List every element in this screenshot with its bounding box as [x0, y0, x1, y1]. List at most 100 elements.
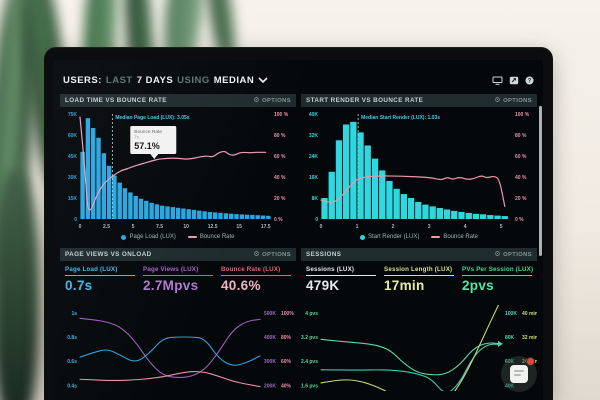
start-render-chart[interactable]: 40K 32K 24K 16K 8K 0 100 % 80 % 60 % 40 % 20 % 0 % 0…	[301, 107, 537, 231]
help-icon[interactable]: ?	[525, 76, 534, 85]
metric-label: Sessions (LUX)	[306, 266, 376, 276]
svg-text:7.5: 7.5	[156, 224, 163, 230]
laptop: USERS: LAST 7 DAYS USING MEDIAN	[44, 47, 553, 400]
svg-text:3: 3	[428, 224, 431, 230]
panel-title: PAGE VIEWS VS ONLOAD	[65, 251, 152, 258]
svg-text:0 %: 0 %	[274, 217, 283, 223]
filter-part: USING	[177, 74, 210, 86]
svg-text:45K: 45K	[68, 154, 78, 160]
scrollbar[interactable]	[539, 106, 542, 256]
svg-text:0: 0	[79, 224, 82, 230]
svg-text:1.6 pvs: 1.6 pvs	[301, 383, 318, 389]
chart-legend: Page Load (LUX) Bounce Rate	[60, 231, 296, 243]
svg-text:1: 1	[356, 224, 359, 230]
share-icon[interactable]	[509, 76, 519, 85]
svg-text:100K: 100K	[505, 311, 517, 317]
svg-text:80K: 80K	[505, 335, 515, 341]
panel-load-time: LOAD TIME VS BOUNCE RATE ⚙ OPTIONS 75K 60…	[60, 94, 296, 243]
svg-text:20 %: 20 %	[274, 196, 286, 202]
metrics-row: Sessions (LUX) 479K Session Length (LUX)…	[301, 261, 537, 305]
metric-page-views: Page Views (LUX) 2.7Mpvs	[143, 266, 213, 302]
load-time-chart[interactable]: 75K 60K 45K 30K 15K 0 100 % 80 % 60 % 40 % 20 % 0 %…	[60, 107, 296, 231]
metric-label: Session Length (LUX)	[384, 266, 454, 276]
svg-text:40K: 40K	[309, 112, 319, 118]
sessions-trend-chart[interactable]: 4 pvs 100K 40 min 3.2 pvs 80K 32 min 2.4 pvs 60…	[301, 305, 537, 391]
svg-text:75K: 75K	[68, 112, 78, 118]
gear-icon: ⚙	[253, 251, 261, 258]
svg-text:40 min: 40 min	[522, 311, 537, 317]
svg-text:?: ?	[528, 78, 532, 84]
panel-grid: LOAD TIME VS BOUNCE RATE ⚙ OPTIONS 75K 60…	[60, 94, 537, 391]
chat-widget-button[interactable]	[501, 356, 537, 392]
svg-text:200K: 200K	[264, 383, 276, 389]
metric-label: Page Views (LUX)	[143, 266, 213, 276]
svg-text:15K: 15K	[68, 196, 78, 202]
dashboard: USERS: LAST 7 DAYS USING MEDIAN	[54, 60, 543, 400]
svg-text:300K: 300K	[264, 359, 276, 365]
svg-text:2.4 pvs: 2.4 pvs	[301, 359, 318, 365]
svg-text:24K: 24K	[309, 154, 319, 160]
metric-value: 40.6%	[221, 278, 261, 293]
filter-part: USERS:	[63, 74, 102, 86]
gear-icon: ⚙	[253, 97, 261, 104]
panel-page-views: PAGE VIEWS VS ONLOAD ⚙ OPTIONS Page Load…	[60, 248, 296, 391]
svg-text:Bounce Rate: Bounce Rate	[134, 129, 162, 135]
svg-text:60K: 60K	[505, 359, 515, 365]
svg-text:2: 2	[392, 224, 395, 230]
metric-pvs-per-session: PVs Per Session (LUX) 2pvs	[462, 266, 533, 302]
plant-leaf	[0, 170, 40, 400]
svg-text:80 %: 80 %	[515, 133, 527, 139]
options-button[interactable]: ⚙ OPTIONS	[494, 97, 532, 104]
svg-text:4: 4	[464, 224, 467, 230]
metric-bounce-rate: Bounce Rate (LUX) 40.6%	[221, 266, 291, 302]
svg-text:0: 0	[74, 217, 77, 223]
svg-text:60%: 60%	[281, 359, 292, 365]
chart-legend: Start Render (LUX) Bounce Rate	[301, 231, 537, 243]
gear-icon: ⚙	[494, 97, 502, 104]
options-button[interactable]: ⚙ OPTIONS	[494, 251, 532, 258]
metric-session-length: Session Length (LUX) 17min	[384, 266, 454, 302]
svg-text:0.6s: 0.6s	[67, 359, 77, 365]
svg-text:100 %: 100 %	[274, 112, 289, 118]
metric-value: 2.7Mpvs	[143, 278, 199, 293]
users-filter-dropdown[interactable]: USERS: LAST 7 DAYS USING MEDIAN	[63, 75, 268, 86]
filter-part: 7 DAYS	[136, 74, 174, 86]
metric-label: Bounce Rate (LUX)	[221, 266, 291, 276]
svg-text:0: 0	[315, 217, 318, 223]
svg-text:60 %: 60 %	[274, 154, 286, 160]
metric-value: 2pvs	[462, 278, 494, 293]
svg-text:80%: 80%	[281, 335, 292, 341]
svg-text:17.5: 17.5	[261, 224, 271, 230]
onload-trend-chart[interactable]: 1s 500K 100% 0.8s 400K 80% 0.6s 300K 60% 0.4s 200K…	[60, 305, 296, 391]
svg-text:3.2 pvs: 3.2 pvs	[301, 335, 318, 341]
panel-sessions: SESSIONS ⚙ OPTIONS Sessions (LUX) 479K	[301, 248, 537, 391]
svg-text:12.5: 12.5	[208, 224, 218, 230]
svg-text:32K: 32K	[309, 133, 319, 139]
svg-text:8K: 8K	[312, 196, 319, 202]
panel-title: START RENDER VS BOUNCE RATE	[306, 97, 424, 104]
metric-value: 17min	[384, 278, 425, 293]
filter-part: LAST	[105, 74, 133, 86]
svg-text:40 %: 40 %	[274, 175, 286, 181]
svg-text:5: 5	[500, 224, 503, 230]
svg-text:40 %: 40 %	[515, 175, 527, 181]
svg-text:40%: 40%	[281, 383, 292, 389]
svg-text:1s: 1s	[71, 311, 77, 317]
svg-text:57.1%: 57.1%	[134, 141, 160, 151]
svg-text:500K: 500K	[264, 311, 276, 317]
metric-label: PVs Per Session (LUX)	[462, 266, 533, 276]
svg-text:7s: 7s	[134, 135, 139, 140]
panel-title: LOAD TIME VS BOUNCE RATE	[65, 97, 167, 104]
svg-text:80 %: 80 %	[274, 133, 286, 139]
options-button[interactable]: ⚙ OPTIONS	[253, 251, 291, 258]
svg-text:Median Start Render (LUX): 1.0: Median Start Render (LUX): 1.03s	[361, 115, 440, 121]
options-button[interactable]: ⚙ OPTIONS	[253, 97, 291, 104]
svg-text:10: 10	[183, 224, 189, 230]
svg-text:5: 5	[132, 224, 135, 230]
svg-text:32 min: 32 min	[522, 335, 537, 341]
monitor-icon[interactable]	[492, 76, 503, 85]
svg-text:0.4s: 0.4s	[67, 383, 77, 389]
svg-text:15: 15	[236, 224, 242, 230]
metric-sessions: Sessions (LUX) 479K	[306, 266, 376, 302]
